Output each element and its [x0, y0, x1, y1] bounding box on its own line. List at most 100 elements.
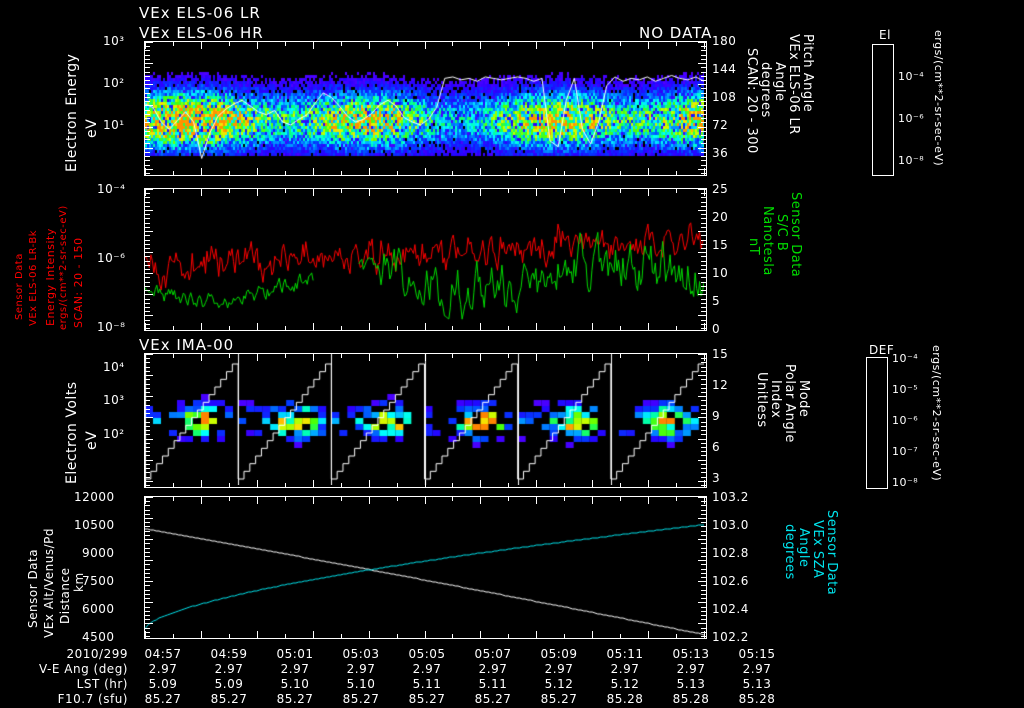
tick — [701, 367, 706, 368]
tick — [698, 396, 706, 397]
tick — [145, 193, 150, 194]
panel-3-ytick-1: 10³ — [103, 393, 125, 407]
tick — [145, 206, 150, 207]
tick — [701, 156, 706, 157]
tick — [480, 42, 481, 49]
tick — [145, 59, 150, 60]
tick — [145, 379, 150, 380]
tick — [145, 160, 150, 161]
tick — [145, 55, 150, 56]
tick — [701, 206, 706, 207]
tick — [285, 497, 286, 501]
tick — [701, 218, 706, 219]
panel-4-llabel-3: km — [72, 572, 86, 592]
tick — [313, 497, 314, 504]
no-data-label: NO DATA — [639, 24, 713, 42]
panel-2-llabel-2: Energy Intensity — [44, 228, 57, 326]
tick — [704, 497, 705, 504]
table-cell-r1-c7: 2.97 — [610, 662, 640, 676]
tick — [145, 210, 153, 211]
tick — [648, 323, 649, 330]
tick — [145, 152, 150, 153]
tick — [257, 497, 258, 504]
tick — [452, 171, 453, 175]
panel-2-canvas — [145, 189, 704, 328]
tick — [701, 607, 706, 608]
tick — [145, 636, 150, 637]
tick — [145, 320, 150, 321]
tick — [701, 265, 706, 266]
table-cell-r2-c2: 5.10 — [280, 677, 310, 691]
colorbar-3-tick-3: 10⁻⁷ — [892, 445, 919, 458]
panel-1-ytick-1: 10² — [103, 76, 125, 90]
tick — [480, 189, 481, 196]
tick — [701, 422, 706, 423]
tick — [701, 320, 706, 321]
table-cell-r3-c8: 85.28 — [672, 692, 710, 706]
tick — [145, 101, 150, 102]
tick — [145, 388, 150, 389]
tick — [564, 189, 565, 193]
tick — [145, 392, 150, 393]
tick — [145, 472, 150, 473]
table-cell-r3-c6: 85.27 — [540, 692, 578, 706]
tick — [145, 139, 150, 140]
tick — [145, 434, 150, 435]
tick — [564, 354, 565, 358]
tick — [698, 210, 706, 211]
tick — [704, 168, 705, 175]
tick — [285, 171, 286, 175]
tick — [145, 269, 150, 270]
tick — [701, 282, 706, 283]
tick — [145, 628, 150, 629]
tick — [698, 581, 706, 582]
panel-4-ltick-4: 6000 — [82, 602, 115, 616]
tick — [508, 326, 509, 330]
tick — [145, 173, 150, 174]
tick — [145, 631, 146, 638]
tick — [648, 168, 649, 175]
tick — [397, 354, 398, 358]
tick — [676, 326, 677, 330]
tick — [701, 514, 706, 515]
panel-4-rlabel-1: VEx SZA — [810, 520, 825, 579]
panel-2-rlabel-1: S/C B — [774, 214, 789, 252]
tick — [701, 455, 706, 456]
panel-2-rtick-5: 0 — [712, 322, 721, 336]
tick — [701, 611, 706, 612]
tick — [397, 171, 398, 175]
tick — [701, 477, 706, 478]
tick — [145, 455, 150, 456]
tick — [701, 522, 706, 523]
tick — [701, 371, 706, 372]
tick — [701, 227, 706, 228]
tick — [145, 88, 150, 89]
tick — [145, 97, 150, 98]
tick — [145, 307, 150, 308]
tick — [508, 497, 509, 501]
tick — [201, 168, 202, 175]
tick — [648, 497, 649, 504]
tick — [701, 464, 706, 465]
tick — [145, 611, 150, 612]
tick — [452, 326, 453, 330]
colorbar-3-tick-2: 10⁻⁶ — [892, 414, 919, 427]
tick — [145, 430, 150, 431]
tick — [369, 497, 370, 504]
tick — [145, 577, 150, 578]
tick — [701, 244, 706, 245]
tick — [201, 480, 202, 487]
tick — [701, 430, 706, 431]
tick — [698, 84, 706, 85]
tick — [701, 388, 706, 389]
tick — [145, 539, 153, 540]
tick — [145, 114, 150, 115]
panel-1-ytick-0: 10³ — [103, 34, 125, 48]
panel-1-ytick-2: 10¹ — [103, 118, 125, 132]
tick — [145, 227, 150, 228]
tick — [480, 168, 481, 175]
tick — [145, 231, 153, 232]
tick — [701, 50, 706, 51]
table-cell-r0-c9: 05:15 — [738, 647, 776, 661]
tick — [145, 422, 150, 423]
